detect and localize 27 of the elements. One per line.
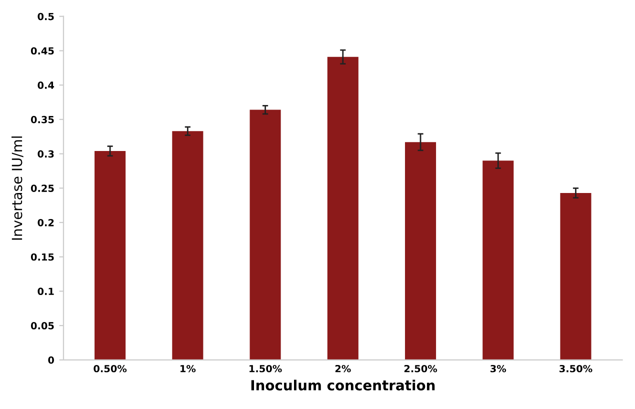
y-tick-label: 0.25 [30, 184, 54, 192]
bar [250, 110, 281, 360]
y-tick-label: 0.35 [30, 116, 54, 124]
y-tick-label: 0.2 [38, 218, 54, 226]
x-axis-title: Inoculum concentration [251, 380, 435, 390]
y-tick-label: 0.5 [38, 12, 54, 20]
bar [172, 131, 204, 360]
y-tick-label: 0.4 [38, 82, 54, 89]
x-tick-label: 2% [335, 364, 351, 372]
y-tick-label: 0.3 [38, 150, 54, 158]
x-tick-label: 1% [180, 364, 196, 372]
y-tick-label: 0 [48, 356, 54, 364]
bar [94, 151, 126, 360]
y-axis-title: Invertase IU/ml [11, 136, 24, 240]
x-tick-label: 0.50% [94, 364, 127, 372]
bar [327, 56, 358, 360]
x-tick-label: 1.50% [250, 364, 282, 372]
bar [560, 192, 592, 360]
y-tick-label: 0.15 [30, 253, 54, 261]
x-tick-label: 2.50% [404, 364, 438, 372]
bar [404, 142, 436, 360]
y-tick-label: 0.45 [30, 47, 54, 55]
x-tick-label: 3% [490, 364, 506, 372]
bar [482, 160, 514, 360]
x-tick-label: 3.50% [560, 364, 592, 372]
y-tick-label: 0.1 [38, 288, 54, 296]
y-tick-label: 0.05 [30, 322, 54, 330]
